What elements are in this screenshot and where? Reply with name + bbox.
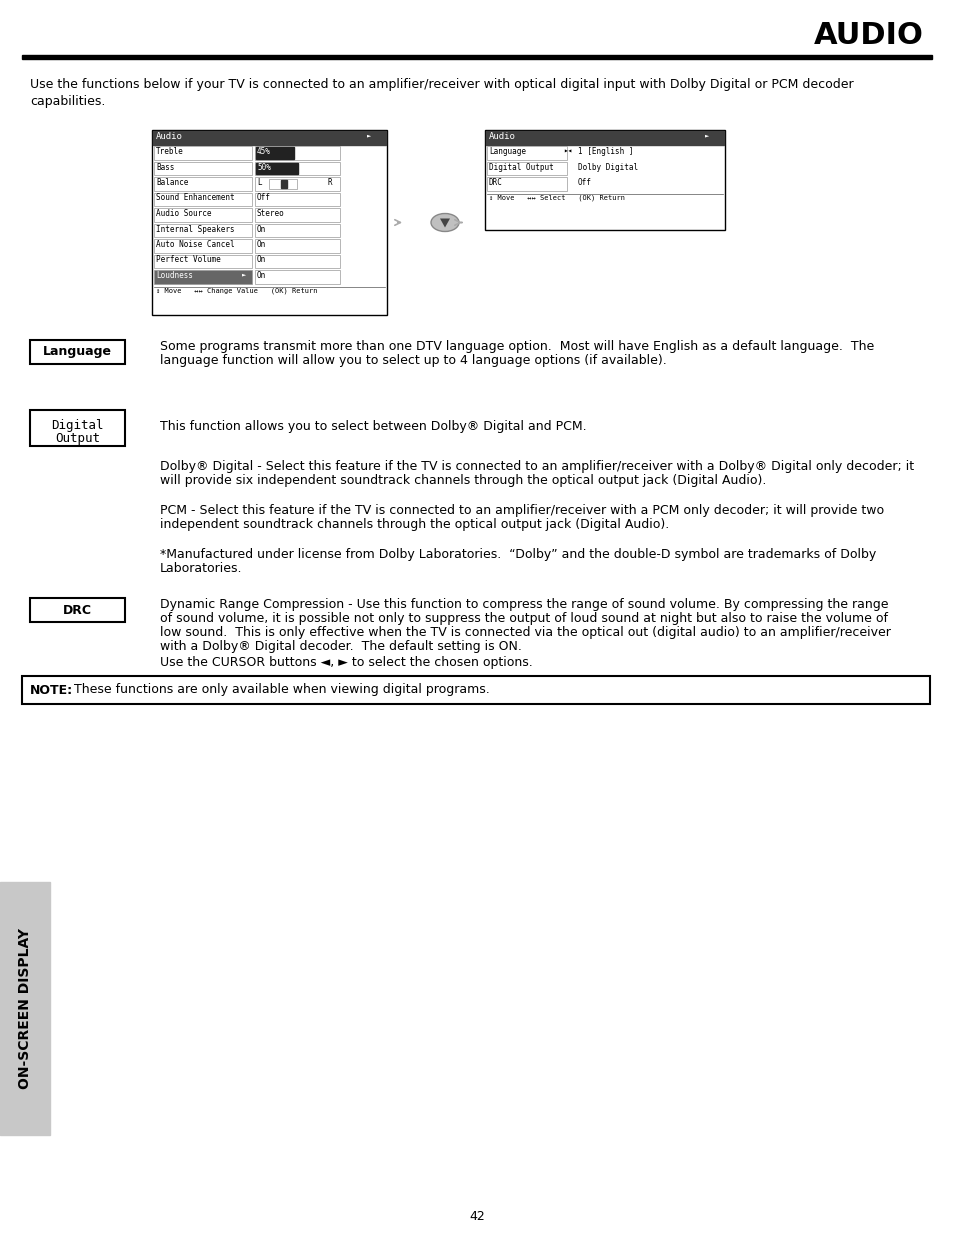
Text: PCM - Select this feature if the TV is connected to an amplifier/receiver with a: PCM - Select this feature if the TV is c… [160,504,883,517]
Bar [485,131,723,144]
Text: capabilities.: capabilities. [30,95,105,107]
Ellipse shape [431,214,458,231]
Bar [486,177,566,190]
Text: AUDIO: AUDIO [813,21,923,49]
Text: Internal Speakers: Internal Speakers [156,225,234,233]
Text: ▸◂: ▸◂ [562,147,572,156]
Bar [486,146,566,159]
Bar [153,207,252,221]
Text: Language: Language [43,346,112,358]
Bar [254,177,339,190]
Text: Digital Output: Digital Output [489,163,553,172]
Text: Dolby Digital: Dolby Digital [578,163,638,172]
Bar [30,340,125,364]
Bar [22,676,929,704]
Bar [281,180,287,188]
Bar [153,240,252,252]
Text: R: R [328,178,333,186]
Bar [255,163,297,174]
Bar [153,162,252,175]
Text: ↕ Move   ↔↔ Select   (OK) Return: ↕ Move ↔↔ Select (OK) Return [489,194,624,201]
Bar [269,179,296,189]
Text: Perfect Volume: Perfect Volume [156,256,220,264]
Bar [152,131,386,144]
Text: NOTE:: NOTE: [30,683,73,697]
Text: DRC: DRC [63,604,91,616]
Text: Loudness: Loudness [156,270,193,280]
Bar [255,147,294,158]
Text: Treble: Treble [156,147,184,156]
Text: Balance: Balance [156,178,188,186]
Text: Use the CURSOR buttons ◄, ► to select the chosen options.: Use the CURSOR buttons ◄, ► to select th… [160,656,532,669]
Bar [153,146,252,159]
Text: Laboratories.: Laboratories. [160,562,242,576]
Bar [153,254,252,268]
Bar [254,240,339,252]
Text: Digital: Digital [51,419,104,432]
Bar [254,162,339,175]
Bar [30,410,125,446]
Text: ►: ► [367,132,371,138]
Text: 1 [English ]: 1 [English ] [578,147,633,156]
Bar [153,270,252,284]
Text: Dolby® Digital - Select this feature if the TV is connected to an amplifier/rece: Dolby® Digital - Select this feature if … [160,459,913,473]
Text: Dynamic Range Compression - Use this function to compress the range of sound vol: Dynamic Range Compression - Use this fun… [160,598,887,611]
Text: Sound Enhancement: Sound Enhancement [156,194,234,203]
Bar [153,177,252,190]
Bar [152,130,387,315]
Text: DRC: DRC [489,178,502,186]
Text: Audio: Audio [489,132,516,141]
Bar [254,146,339,159]
Text: Stereo: Stereo [256,209,284,219]
Text: language function will allow you to select up to 4 language options (if availabl: language function will allow you to sele… [160,354,666,367]
Bar [30,598,125,622]
Text: On: On [256,240,266,249]
Text: *Manufactured under license from Dolby Laboratories.  “Dolby” and the double-D s: *Manufactured under license from Dolby L… [160,548,876,561]
Text: Audio Source: Audio Source [156,209,212,219]
Text: On: On [256,225,266,233]
Bar [254,254,339,268]
Text: low sound.  This is only effective when the TV is connected via the optical out : low sound. This is only effective when t… [160,626,890,638]
Text: Use the functions below if your TV is connected to an amplifier/receiver with op: Use the functions below if your TV is co… [30,78,853,91]
Text: 50%: 50% [256,163,271,172]
Text: will provide six independent soundtrack channels through the optical output jack: will provide six independent soundtrack … [160,474,765,487]
Text: L: L [256,178,261,186]
Bar [153,193,252,206]
Text: These functions are only available when viewing digital programs.: These functions are only available when … [70,683,489,697]
Text: This function allows you to select between Dolby® Digital and PCM.: This function allows you to select betwe… [160,420,586,433]
Text: 42: 42 [469,1210,484,1223]
Text: ►: ► [704,132,708,138]
Text: ON-SCREEN DISPLAY: ON-SCREEN DISPLAY [18,927,32,1089]
Text: independent soundtrack channels through the optical output jack (Digital Audio).: independent soundtrack channels through … [160,517,669,531]
Text: of sound volume, it is possible not only to suppress the output of loud sound at: of sound volume, it is possible not only… [160,613,887,625]
Text: Auto Noise Cancel: Auto Noise Cancel [156,240,234,249]
Text: ↕ Move   ↔↔ Change Value   (OK) Return: ↕ Move ↔↔ Change Value (OK) Return [156,288,317,294]
Bar [254,193,339,206]
Text: Bass: Bass [156,163,174,172]
Bar [484,130,724,230]
Text: Language: Language [489,147,525,156]
Bar [486,162,566,175]
Text: Audio: Audio [156,132,183,141]
Bar [22,56,931,59]
Text: Off: Off [256,194,271,203]
Bar [254,224,339,237]
Bar [0,882,50,1135]
Polygon shape [439,219,450,227]
Text: Off: Off [578,178,591,186]
Bar [254,207,339,221]
Text: with a Dolby® Digital decoder.  The default setting is ON.: with a Dolby® Digital decoder. The defau… [160,640,521,653]
Text: ►: ► [242,270,246,277]
Text: 45%: 45% [256,147,271,156]
Text: On: On [256,256,266,264]
Bar [153,224,252,237]
Text: Some programs transmit more than one DTV language option.  Most will have Englis: Some programs transmit more than one DTV… [160,340,873,353]
Text: Output: Output [55,432,100,445]
Text: On: On [256,270,266,280]
Bar [254,270,339,284]
